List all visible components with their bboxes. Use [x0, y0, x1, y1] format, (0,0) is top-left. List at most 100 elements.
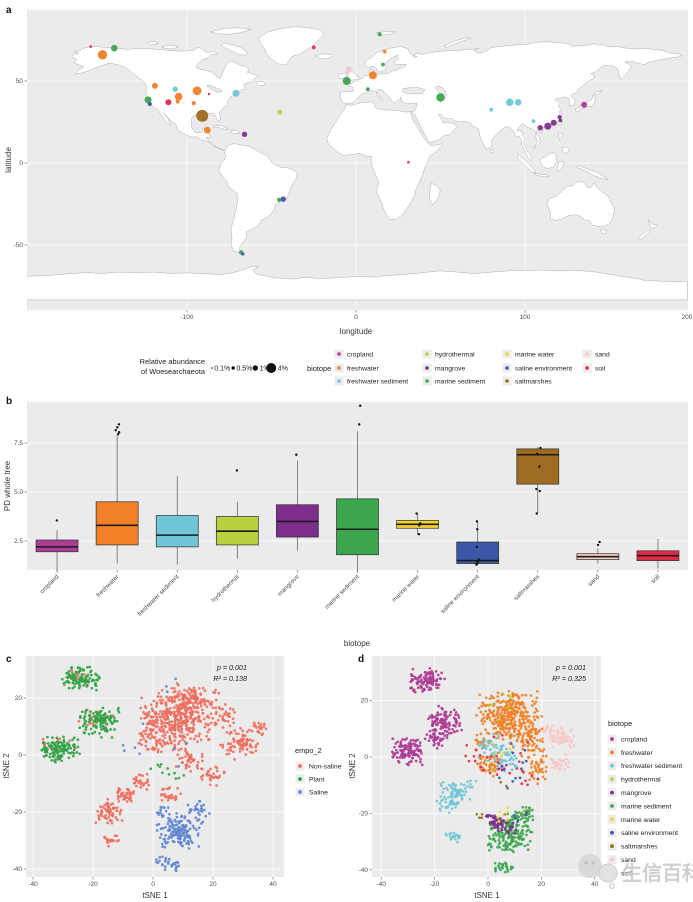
tsne-point	[158, 836, 162, 839]
tsne-point	[419, 684, 422, 688]
box-point	[417, 532, 421, 536]
tsne-point	[105, 730, 109, 733]
tsne-point	[439, 732, 442, 736]
box-point	[475, 562, 479, 565]
tsne-point	[513, 712, 516, 716]
tsne-point	[78, 669, 81, 673]
tsne-point	[158, 728, 161, 731]
tsne-point	[106, 841, 109, 844]
tsne-point	[480, 812, 484, 816]
tsne-point	[173, 724, 176, 727]
legend-color-dot-icon	[298, 764, 302, 768]
tsne-point	[518, 718, 521, 722]
tsne-point	[463, 787, 467, 790]
tsne-point	[531, 818, 535, 822]
tsne-point	[546, 725, 550, 729]
tsne-point	[99, 709, 103, 713]
tsne-point	[162, 787, 166, 791]
tsne-point	[158, 859, 161, 863]
tsne-point	[529, 694, 533, 697]
tsne-point	[198, 732, 201, 736]
tsne-point	[189, 711, 193, 715]
tsne-point	[161, 698, 165, 702]
tsne-point	[518, 835, 522, 839]
landmass	[161, 44, 180, 50]
tsne-point	[140, 781, 144, 785]
legend-item-label: marine water	[515, 351, 555, 358]
tsne-point	[165, 715, 169, 719]
tsne-point	[500, 834, 504, 838]
tsne-point	[192, 697, 195, 700]
tsne-point	[187, 842, 191, 846]
tsne-point	[445, 722, 448, 726]
tsne-point	[241, 729, 245, 733]
tsne-point	[50, 759, 53, 762]
tsne-point	[149, 715, 153, 719]
tsne-point	[160, 750, 163, 754]
tsne-point	[84, 720, 88, 723]
tsne-point	[180, 692, 183, 696]
box-point	[418, 524, 421, 527]
tsne-point	[194, 816, 198, 820]
tsne-point	[166, 708, 170, 712]
tsne-point	[128, 794, 132, 798]
tsne-point	[519, 812, 523, 816]
tsne-point	[534, 700, 538, 704]
tsne-point	[185, 718, 189, 722]
tsne-point	[199, 692, 202, 696]
tsne-point	[108, 813, 111, 816]
tsne-point	[498, 712, 502, 716]
tsne-point	[222, 771, 226, 775]
tsne-point	[261, 732, 265, 736]
tsne-point	[196, 740, 199, 743]
tsne-point	[41, 748, 44, 751]
legend-item-label: Saline	[309, 789, 328, 796]
tsne-point	[503, 848, 507, 852]
tsne-point	[403, 745, 406, 748]
tsne-point	[129, 797, 133, 800]
tsne-point	[449, 802, 453, 806]
tsne-point	[76, 674, 80, 677]
tsne-point	[173, 739, 176, 742]
tsne-point	[460, 796, 464, 800]
landmass	[326, 101, 444, 220]
tsne-point	[133, 746, 137, 749]
tsne-point	[76, 745, 80, 749]
tsne-point	[495, 712, 499, 716]
tsne-point	[100, 735, 103, 739]
tsne-point	[163, 736, 167, 740]
tsne-point	[218, 714, 222, 718]
tsne-point	[140, 732, 144, 735]
tsne-point	[140, 734, 144, 738]
tsne-point	[188, 827, 192, 831]
tsne-point	[509, 721, 513, 725]
y-tick-label: 0	[19, 160, 23, 167]
tsne-point	[67, 680, 70, 684]
tsne-point	[530, 762, 533, 766]
tsne-point	[174, 735, 177, 739]
tsne-point	[497, 820, 501, 823]
tsne-point	[420, 686, 423, 690]
box-point	[295, 453, 298, 456]
tsne-point	[435, 683, 439, 687]
tsne-point	[507, 689, 511, 693]
legend-color-dot-icon	[610, 857, 614, 862]
tsne-point	[156, 763, 160, 767]
tsne-point	[510, 818, 514, 821]
tsne-point	[506, 848, 509, 851]
map-sample-point	[203, 126, 211, 134]
tsne-point	[189, 701, 193, 704]
tsne-point	[412, 750, 415, 753]
tsne-point	[203, 808, 206, 812]
tsne-point	[194, 805, 197, 808]
tsne-point	[481, 722, 485, 726]
tsne-point	[497, 839, 501, 842]
tsne-point	[166, 822, 170, 826]
tsne-point	[119, 808, 123, 812]
tsne-point	[535, 744, 539, 748]
tsne-point	[209, 712, 213, 716]
tsne-point	[423, 670, 427, 674]
tsne-plot-area	[372, 656, 601, 877]
tsne-point	[181, 831, 185, 834]
tsne-point	[431, 674, 435, 677]
